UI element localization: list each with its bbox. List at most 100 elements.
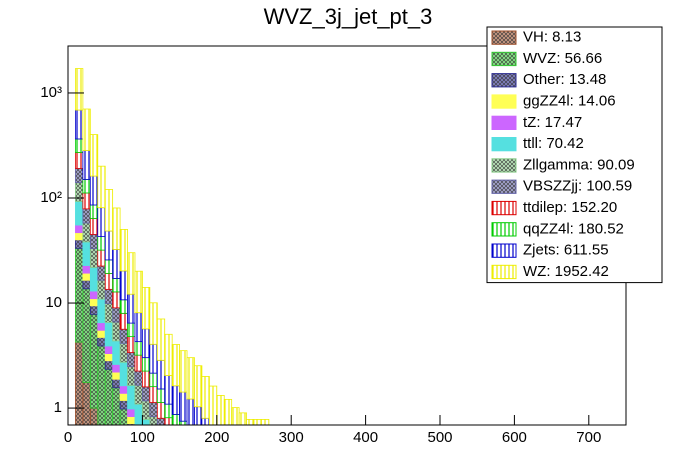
histogram-bar: [82, 192, 91, 210]
histogram-bar: [89, 407, 99, 426]
histogram-bar: [112, 378, 121, 389]
legend-label: WVZ: 56.66: [523, 50, 602, 67]
legend-label: ggZZ4l: 14.06: [523, 93, 616, 110]
histogram-bar: [82, 150, 91, 180]
histogram-bar: [89, 234, 99, 249]
histogram-bar: [156, 318, 166, 361]
histogram-bar: [208, 385, 218, 426]
legend-label: WZ: 1952.42: [523, 263, 609, 280]
histogram-bar: [75, 201, 84, 226]
histogram-bar: [104, 368, 114, 426]
histogram-bar: [89, 313, 99, 409]
histogram-bar: [97, 337, 106, 347]
histogram-bar: [89, 305, 99, 315]
histogram-bar: [89, 290, 99, 300]
histogram-bar: [104, 345, 114, 355]
histogram-bar: [127, 416, 136, 425]
histogram-bar: [156, 417, 166, 426]
histogram-bar: [141, 386, 151, 402]
histogram-bar: [112, 321, 121, 342]
histogram-bar: [141, 328, 151, 359]
histogram-bar: [149, 416, 158, 426]
x-tick-label: 300: [279, 429, 304, 446]
histogram-bar: [97, 329, 106, 338]
histogram-bar: [89, 204, 99, 219]
histogram-bar: [89, 298, 99, 307]
histogram-bar: [104, 273, 114, 290]
legend-label: VBSZZjj: 100.59: [523, 178, 632, 195]
histogram-bar: [149, 386, 158, 403]
histogram-bar: [141, 419, 151, 426]
legend-swatch: [491, 115, 517, 130]
legend-swatch: [491, 94, 517, 109]
histogram-bar: [104, 353, 114, 362]
x-tick-label: 600: [502, 429, 527, 446]
histogram-bar: [149, 402, 158, 417]
histogram-bar: [89, 248, 99, 268]
histogram-bar: [223, 398, 233, 426]
histogram-bar: [238, 412, 247, 426]
histogram-bar: [82, 382, 91, 426]
histogram-bar: [119, 270, 128, 301]
x-tick-label: 500: [427, 429, 452, 446]
histogram-bar: [112, 371, 121, 380]
histogram-bar: [246, 419, 255, 426]
y-tick-label: 10³: [40, 84, 62, 101]
histogram-bar: [253, 419, 262, 426]
y-tick-label: 10²: [40, 189, 62, 206]
legend-label: ttdilep: 152.20: [523, 199, 617, 216]
histogram-bar: [119, 312, 128, 330]
histogram-bar: [194, 406, 203, 426]
y-tick-label: 10: [45, 294, 62, 311]
x-tick-label: 700: [576, 429, 601, 446]
histogram-bar: [75, 168, 84, 183]
histogram-bar: [82, 108, 91, 151]
legend-swatch: [491, 137, 517, 152]
histogram-bar: [119, 299, 128, 314]
histogram-bar: [141, 357, 151, 372]
histogram-bar: [89, 134, 99, 177]
legend-label: qqZZ4l: 180.52: [523, 220, 624, 237]
histogram-bar: [127, 293, 136, 324]
x-tick-label: 0: [64, 429, 72, 446]
histogram-bar: [164, 403, 173, 419]
x-tick-label: 400: [353, 429, 378, 446]
histogram-bar: [179, 391, 188, 422]
histogram-bar: [164, 333, 173, 376]
histogram-bar: [141, 370, 151, 388]
histogram-bar: [75, 232, 84, 241]
legend-label: VH: 8.13: [523, 29, 581, 46]
histogram-bar: [82, 272, 91, 281]
histogram-bar: [89, 175, 99, 206]
histogram-bar: [112, 340, 121, 365]
histogram-bar: [156, 359, 166, 390]
histogram-bar: [89, 267, 99, 292]
histogram-bar: [179, 350, 188, 393]
legend-swatch: [491, 51, 517, 67]
histogram-bar: [186, 398, 195, 426]
y-tick-label: 1: [54, 399, 62, 416]
histogram-bar: [119, 400, 128, 410]
histogram-bar: [179, 420, 188, 426]
histogram-bar: [75, 109, 84, 140]
histogram-bar: [127, 252, 136, 295]
histogram-bar: [134, 370, 143, 386]
histogram-bar: [141, 400, 151, 420]
histogram-bar: [112, 307, 121, 323]
legend-swatch: [491, 200, 517, 216]
legend-label: ttll: 70.42: [523, 135, 584, 152]
histogram-bar: [104, 360, 114, 370]
histogram-bar: [261, 419, 270, 426]
histogram-bar: [82, 208, 91, 224]
histogram-bar: [97, 265, 106, 281]
histogram-bar: [127, 336, 136, 353]
x-tick-label: 100: [130, 429, 155, 446]
legend-label: tZ: 17.47: [523, 114, 582, 131]
legend-swatch: [491, 243, 517, 258]
histogram-bar: [119, 385, 128, 394]
histogram-bar: [231, 407, 240, 426]
chart-title: WVZ_3j_jet_pt_3: [264, 4, 433, 29]
histogram-bar: [119, 361, 128, 387]
legend-swatch: [491, 73, 517, 88]
